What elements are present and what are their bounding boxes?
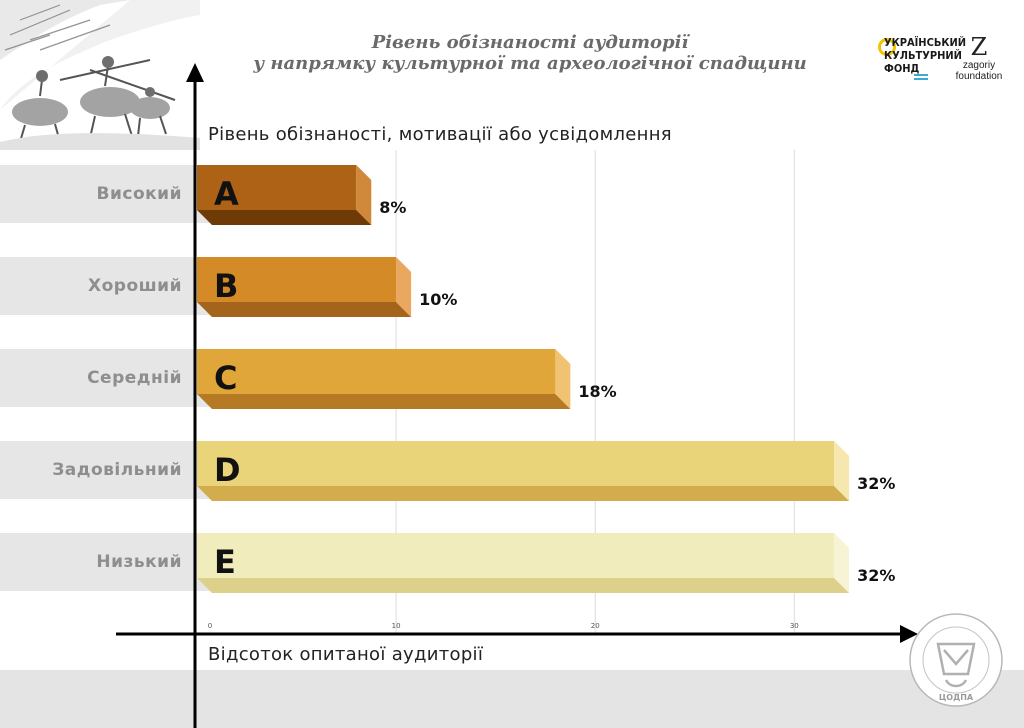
- bar-letter-label: C: [214, 359, 237, 397]
- ucf-lines-icon: [914, 74, 928, 76]
- bar-side-face: [555, 349, 571, 409]
- chart-title-line-2: у напрямку культурної та археологічної с…: [253, 53, 807, 74]
- bar-front-face: [197, 533, 835, 578]
- category-label: Низький: [96, 552, 182, 572]
- zagoriy-text-line-1: zagoriy: [962, 60, 996, 71]
- x-tick-label: 0: [208, 622, 212, 630]
- y-axis-label: Рівень обізнаності, мотивації або усвідо…: [208, 124, 672, 145]
- bar-value-label: 18%: [578, 382, 616, 401]
- x-tick-label: 20: [591, 622, 600, 630]
- bar: A 8%: [197, 165, 406, 225]
- bar: C 18%: [197, 349, 617, 409]
- bar-front-face: [197, 165, 357, 210]
- bar-bottom-face: [197, 486, 850, 501]
- bar-side-face: [356, 165, 372, 225]
- category-band-good: [0, 257, 210, 315]
- x-tick-label: 30: [790, 622, 799, 630]
- bar-letter-label: B: [214, 267, 238, 305]
- ucf-ring-icon: [878, 38, 896, 56]
- x-axis-arrow-icon: [900, 625, 918, 643]
- bar-front-face: [197, 257, 397, 302]
- bar-letter-label: E: [214, 543, 236, 581]
- y-axis-arrow-icon: [186, 63, 204, 82]
- bar-bottom-face: [197, 394, 571, 409]
- zagoriy-foundation-logo: Z zagoriy foundation: [948, 34, 1010, 82]
- chart-title-line-1: Рівень обізнаності аудиторії: [371, 32, 689, 53]
- category-label: Середній: [87, 368, 182, 388]
- bar: E 32%: [197, 533, 895, 593]
- category-band-high: [0, 165, 210, 223]
- category-label: Хороший: [87, 276, 182, 296]
- bar-letter-label: A: [214, 175, 239, 213]
- seal-text: ЦОДПА: [939, 693, 974, 702]
- category-band-medium: [0, 349, 210, 407]
- bar-front-face: [197, 441, 835, 486]
- zagoriy-text-line-2: foundation: [955, 71, 1003, 82]
- bar-side-face: [834, 533, 850, 593]
- ukrainian-cultural-foundation-logo: УКРАЇНСЬКИЙ КУЛЬТУРНИЙ ФОНД: [876, 36, 966, 82]
- cossack-sketch-illustration: [0, 0, 200, 150]
- bar-side-face: [834, 441, 850, 501]
- footer-band: [0, 670, 1024, 728]
- category-label: Високий: [96, 184, 182, 204]
- bar-value-label: 32%: [857, 566, 895, 585]
- bar-value-label: 8%: [379, 198, 406, 217]
- organization-seal-logo: ЦОДПА: [909, 613, 1003, 707]
- bar-value-label: 32%: [857, 474, 895, 493]
- bar-front-face: [197, 349, 556, 394]
- category-band-satisfactory: [0, 441, 210, 499]
- category-label: Задовільний: [52, 460, 182, 480]
- bar-letter-label: D: [214, 451, 241, 489]
- x-tick-label: 10: [392, 622, 401, 630]
- chart-title: Рівень обізнаності аудиторії у напрямку …: [250, 32, 810, 74]
- bar-bottom-face: [197, 210, 372, 225]
- zagoriy-mark-icon: Z: [970, 33, 988, 61]
- ucf-logo-text: УКРАЇНСЬКИЙ КУЛЬТУРНИЙ ФОНД: [884, 36, 967, 75]
- bar-bottom-face: [197, 302, 412, 317]
- bar: D 32%: [197, 441, 895, 501]
- x-axis-label: Відсоток опитаної аудиторії: [208, 644, 484, 665]
- bar-bottom-face: [197, 578, 850, 593]
- category-band-low: [0, 533, 210, 591]
- bar-value-label: 10%: [419, 290, 457, 309]
- bar: B 10%: [197, 257, 457, 317]
- bar-side-face: [396, 257, 412, 317]
